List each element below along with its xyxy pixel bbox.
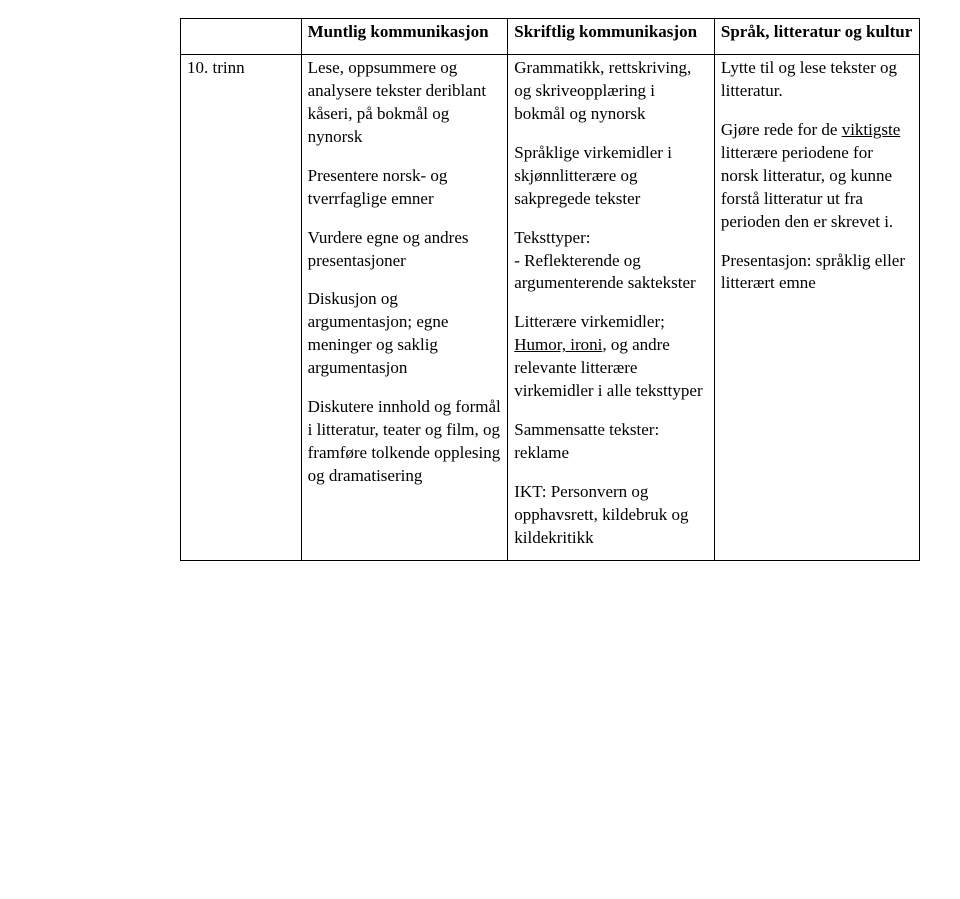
skriftlig-p4a: Litterære virkemidler;	[514, 312, 665, 331]
skriftlig-p3: Teksttyper: - Reflekterende og argumente…	[514, 227, 708, 296]
muntlig-p3: Vurdere egne og andres presentasjoner	[308, 227, 502, 273]
skriftlig-p6: IKT: Personvern og opphavsrett, kildebru…	[514, 481, 708, 550]
skriftlig-p5: Sammensatte tekster: reklame	[514, 419, 708, 465]
sprak-p2: Gjøre rede for de viktigste litterære pe…	[721, 119, 913, 234]
cell-skriftlig: Grammatikk, rettskriving, og skriveopplæ…	[508, 54, 715, 560]
header-cell-1: Muntlig kommunikasjon	[301, 19, 508, 55]
muntlig-p1: Lese, oppsummere og analysere tekster de…	[308, 57, 502, 149]
skriftlig-p2: Språklige virkemidler i skjønnlitterære …	[514, 142, 708, 211]
cell-grade: 10. trinn	[181, 54, 302, 560]
header-cell-3: Språk, litteratur og kultur	[714, 19, 919, 55]
sprak-p2a: Gjøre rede for de	[721, 120, 842, 139]
header-cell-2: Skriftlig kommunikasjon	[508, 19, 715, 55]
skriftlig-p4b: Humor, ironi	[514, 335, 602, 354]
sprak-p1: Lytte til og lese tekster og litteratur.	[721, 57, 913, 103]
skriftlig-p4: Litterære virkemidler; Humor, ironi, og …	[514, 311, 708, 403]
skriftlig-p3a: Teksttyper:	[514, 228, 590, 247]
sprak-p2b: viktigste	[842, 120, 901, 139]
muntlig-p2: Presentere norsk- og tverrfaglige emner	[308, 165, 502, 211]
sprak-p3: Presentasjon: språklig eller litterært e…	[721, 250, 913, 296]
header-cell-0	[181, 19, 302, 55]
muntlig-p5: Diskutere innhold og formål i litteratur…	[308, 396, 502, 488]
cell-sprak: Lytte til og lese tekster og litteratur.…	[714, 54, 919, 560]
table-row: 10. trinn Lese, oppsummere og analysere …	[181, 54, 920, 560]
muntlig-p4: Diskusjon og argumentasjon; egne meninge…	[308, 288, 502, 380]
table-header-row: Muntlig kommunikasjon Skriftlig kommunik…	[181, 19, 920, 55]
skriftlig-p3b: - Reflekterende og argumenterende saktek…	[514, 251, 695, 293]
cell-muntlig: Lese, oppsummere og analysere tekster de…	[301, 54, 508, 560]
curriculum-table: Muntlig kommunikasjon Skriftlig kommunik…	[180, 18, 920, 561]
skriftlig-p1: Grammatikk, rettskriving, og skriveopplæ…	[514, 57, 708, 126]
sprak-p2c: litterære periodene for norsk litteratur…	[721, 143, 893, 231]
